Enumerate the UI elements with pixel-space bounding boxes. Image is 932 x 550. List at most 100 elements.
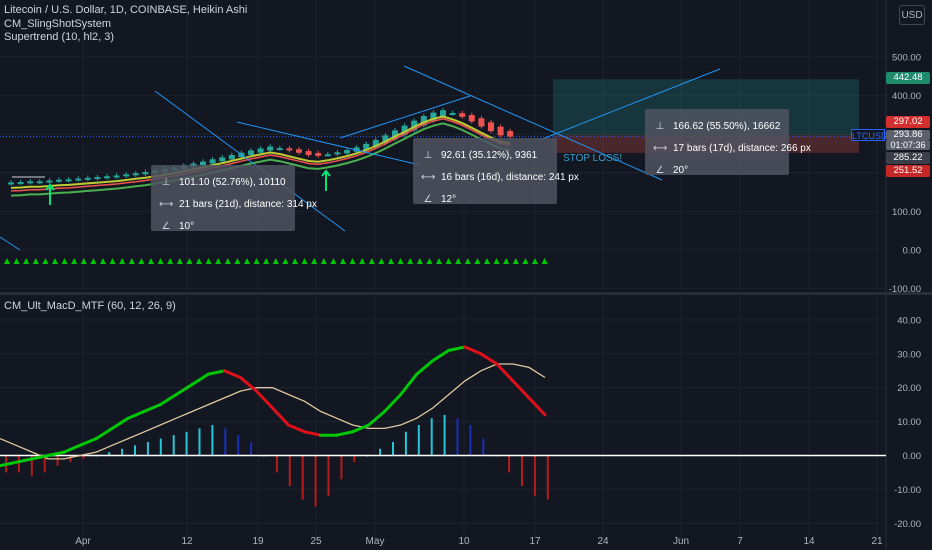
slingshot-marker — [378, 258, 385, 264]
measure-box-1[interactable]: ⊥ 101.10 (52.76%), 10110 ⟷ 21 bars (21d), … — [151, 165, 317, 232]
macd-line-segment — [126, 409, 146, 420]
macd-lines — [0, 345, 886, 468]
slingshot-marker — [340, 258, 346, 264]
candle-body — [315, 153, 322, 156]
currency-button[interactable]: USD — [899, 5, 925, 25]
x-tick-label: 24 — [597, 536, 609, 547]
macd-tick-label: 40.00 — [897, 315, 921, 326]
trendline — [403, 65, 663, 181]
candle-body — [334, 152, 341, 155]
stop-loss-label: STOP LOSS! — [563, 153, 623, 164]
macd-line-segment — [30, 454, 50, 461]
price-label-last: 293.86 — [886, 130, 930, 140]
price-tick-label: 400.00 — [892, 91, 921, 102]
slingshot-marker — [541, 258, 548, 264]
slingshot-marker — [320, 258, 327, 264]
candle-body — [420, 116, 427, 126]
candle-body — [56, 179, 62, 182]
candle-body — [132, 173, 139, 176]
macd-histogram-bar — [121, 448, 124, 456]
macd-histogram-bar — [250, 441, 253, 456]
price-label-target: 442.48 — [886, 72, 930, 84]
slingshot-marker — [196, 258, 202, 264]
macd-histogram-bar — [443, 414, 446, 456]
angle-icon: ∠ — [161, 220, 171, 232]
measure-change: 166.62 (55.50%), 16662 — [673, 120, 781, 132]
macd-line-segment — [287, 423, 307, 434]
supertrend-line — [10, 122, 511, 197]
trendlines — [0, 65, 721, 251]
macd-histogram-bar — [159, 438, 162, 456]
price-tick-label: 0.00 — [903, 246, 922, 257]
slingshot-marker — [349, 258, 356, 264]
slingshot-marker — [157, 258, 164, 264]
macd-histogram-bar — [404, 431, 407, 456]
candle-body — [276, 148, 283, 151]
slingshot-marker — [522, 258, 529, 264]
macd-line-segment — [527, 396, 547, 417]
macd-histogram-bar — [533, 455, 536, 497]
slingshot-marker — [61, 258, 68, 264]
measure-bars: 16 bars (16d), distance: 241 px — [441, 171, 579, 183]
macd-histogram-bar — [482, 438, 485, 456]
candle-body — [46, 180, 53, 183]
candle-body — [219, 157, 226, 162]
slingshot-marker — [119, 258, 126, 264]
candles — [8, 107, 514, 186]
macd-histogram-bar — [430, 418, 433, 456]
candle-body — [392, 130, 398, 140]
candle-body — [372, 139, 379, 147]
candle-body — [142, 172, 149, 175]
slingshot-marker — [407, 258, 414, 264]
macd-histogram-bar — [417, 424, 420, 456]
macd-line-segment — [431, 348, 451, 363]
chart-title: Litecoin / U.S. Dollar, 1D, COINBASE, He… — [4, 4, 248, 16]
macd-line-segment — [495, 362, 515, 383]
slingshot-marker — [205, 258, 212, 264]
trendline — [339, 95, 471, 139]
macd-line-segment — [158, 393, 178, 407]
macd-line-segment — [206, 369, 226, 376]
measure-box-3[interactable]: ⊥ 166.62 (55.50%), 16662 ⟷ 17 bars (17d), … — [645, 109, 811, 176]
slingshot-marker — [484, 258, 490, 264]
candle-body — [257, 148, 264, 153]
macd-line-segment — [238, 376, 258, 393]
bars-icon: ⟷ — [159, 198, 174, 210]
macd-histogram-bar — [314, 455, 317, 507]
macd-line-segment — [511, 379, 531, 400]
range-icon: ⊥ — [423, 149, 433, 161]
candle-body — [353, 147, 360, 152]
measure-angle: 12° — [441, 193, 457, 205]
macd-line-segment — [14, 457, 34, 464]
x-tick-label: 19 — [252, 536, 264, 547]
symbol-tag: LTCUSD — [851, 129, 888, 141]
macd-line-segment — [190, 372, 210, 386]
slingshot-marker — [109, 258, 116, 264]
macd-line-segment — [415, 359, 435, 376]
indicator-supertrend[interactable]: Supertrend (10, hl2, 3) — [4, 31, 115, 43]
macd-pane-title[interactable]: CM_Ult_MacD_MTF (60, 12, 26, 9) — [4, 300, 176, 312]
bars-icon: ⟷ — [421, 171, 436, 183]
measure-box-2[interactable]: ⊥ 92.61 (35.12%), 9361 ⟷ 16 bars (16d), di… — [413, 138, 579, 205]
ma-fast-line — [10, 115, 511, 189]
candle-body — [459, 113, 466, 117]
angle-icon: ∠ — [655, 164, 665, 176]
macd-line-segment — [367, 409, 387, 427]
slingshot-marker — [32, 258, 39, 264]
slingshot-marker — [455, 258, 462, 264]
candle-body — [75, 178, 82, 181]
candle-body — [228, 155, 235, 160]
macd-histogram — [5, 414, 549, 507]
x-tick-label: Apr — [75, 536, 91, 547]
slingshot-marker — [244, 258, 250, 264]
pane-separator — [0, 292, 932, 295]
macd-histogram-bar — [521, 455, 523, 487]
candle-body — [305, 151, 312, 156]
macd-histogram-bar — [146, 441, 149, 456]
indicator-slingshot[interactable]: CM_SlingShotSystem — [4, 18, 111, 30]
x-tick-label: 25 — [310, 536, 322, 547]
macd-line-segment — [335, 430, 355, 437]
slingshot-marker — [90, 258, 97, 264]
